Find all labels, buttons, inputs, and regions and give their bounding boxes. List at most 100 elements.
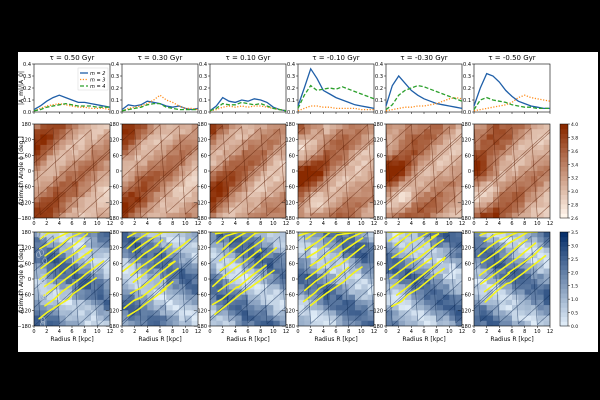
- shock-filament: [389, 238, 445, 280]
- map-cell: [241, 268, 249, 275]
- map-cell: [323, 186, 331, 193]
- map-cell: [430, 176, 438, 183]
- map-cell: [405, 258, 412, 264]
- map-cell: [310, 232, 318, 238]
- map-cell: [512, 129, 519, 136]
- map-cell: [298, 207, 305, 214]
- map-cell: [210, 315, 217, 322]
- map-cell: [153, 191, 161, 198]
- map-cell: [436, 165, 444, 172]
- map-cell: [78, 171, 86, 177]
- map-cell: [34, 191, 41, 198]
- shock-filament: [211, 264, 267, 306]
- map-cell: [147, 294, 155, 301]
- map-cell: [518, 207, 526, 214]
- map-cell: [53, 258, 60, 264]
- map-cell: [103, 212, 110, 218]
- shock-filament: [483, 246, 543, 293]
- y-tick-label: −60: [20, 185, 31, 191]
- velocity-colorbar-segment: [560, 297, 568, 303]
- map-cell: [449, 134, 457, 141]
- map-cell: [361, 129, 369, 136]
- map-cell: [329, 237, 337, 244]
- map-cell: [235, 160, 243, 167]
- map-cell: [424, 186, 431, 193]
- map-cell: [84, 242, 92, 249]
- map-cell: [417, 299, 425, 306]
- map-cell: [348, 273, 356, 280]
- map-cell: [210, 299, 217, 306]
- map-cell: [436, 186, 444, 193]
- map-cell: [160, 165, 167, 172]
- map-cell: [392, 197, 400, 203]
- contour-line: [122, 255, 198, 325]
- map-cell: [222, 320, 230, 326]
- map-cell: [348, 207, 356, 214]
- map-cell: [153, 258, 161, 264]
- density-colorbar-tick-label: 2.8: [571, 203, 578, 209]
- y-tick-label: 0.0: [111, 110, 119, 116]
- map-cell: [91, 315, 98, 322]
- map-cell: [260, 155, 268, 162]
- map-cell: [455, 191, 462, 198]
- map-cell: [348, 284, 356, 291]
- map-cell: [386, 202, 393, 209]
- map-cell: [122, 197, 129, 203]
- map-cell: [160, 139, 167, 146]
- map-cell: [424, 315, 431, 322]
- map-cell: [323, 294, 331, 301]
- map-cell: [355, 212, 362, 218]
- map-cell: [46, 247, 54, 254]
- y-tick-label: 0.0: [463, 110, 471, 116]
- map-cell: [336, 124, 343, 130]
- map-cell: [310, 160, 318, 167]
- map-cell: [398, 273, 406, 280]
- map-cell: [78, 191, 86, 198]
- map-cell: [59, 212, 67, 218]
- map-cell: [40, 129, 48, 136]
- map-cell: [443, 207, 450, 214]
- map-cell: [543, 242, 550, 249]
- map-cell: [40, 237, 48, 244]
- map-cell: [210, 139, 217, 146]
- series-line-m2: [473, 72, 550, 110]
- map-cell: [128, 155, 136, 162]
- map-cell: [103, 258, 110, 264]
- map-cell: [298, 247, 305, 254]
- map-cell: [480, 310, 488, 317]
- map-cell: [91, 124, 98, 130]
- map-cell: [46, 124, 54, 130]
- map-cell: [241, 310, 249, 317]
- y-tick-label: 0.2: [287, 86, 295, 92]
- map-cell: [248, 258, 255, 264]
- map-cell: [248, 299, 255, 306]
- map-cell: [430, 155, 438, 162]
- map-cell: [160, 294, 167, 301]
- map-cell: [493, 129, 500, 136]
- map-cell: [298, 139, 305, 146]
- map-cell: [65, 186, 73, 193]
- map-cell: [398, 171, 406, 177]
- map-cell: [91, 186, 98, 193]
- map-cell: [279, 150, 286, 156]
- map-cell: [134, 150, 142, 156]
- y-tick-label: 0.0: [287, 110, 295, 116]
- map-cell: [78, 279, 86, 285]
- map-cell: [59, 144, 67, 151]
- map-cell: [122, 320, 129, 326]
- map-cell: [91, 320, 98, 326]
- map-cell: [122, 212, 129, 218]
- map-cell: [411, 268, 419, 275]
- map-cell: [543, 310, 550, 317]
- map-cell: [449, 268, 457, 275]
- map-cell: [298, 237, 305, 244]
- map-cell: [518, 144, 526, 151]
- map-cell: [417, 237, 425, 244]
- map-cell: [518, 294, 526, 301]
- map-cell: [78, 139, 86, 146]
- map-cell: [65, 232, 73, 238]
- map-cell: [273, 176, 281, 183]
- map-cell: [443, 263, 450, 270]
- map-cell: [543, 191, 550, 198]
- x-tick-label: 8: [435, 221, 438, 227]
